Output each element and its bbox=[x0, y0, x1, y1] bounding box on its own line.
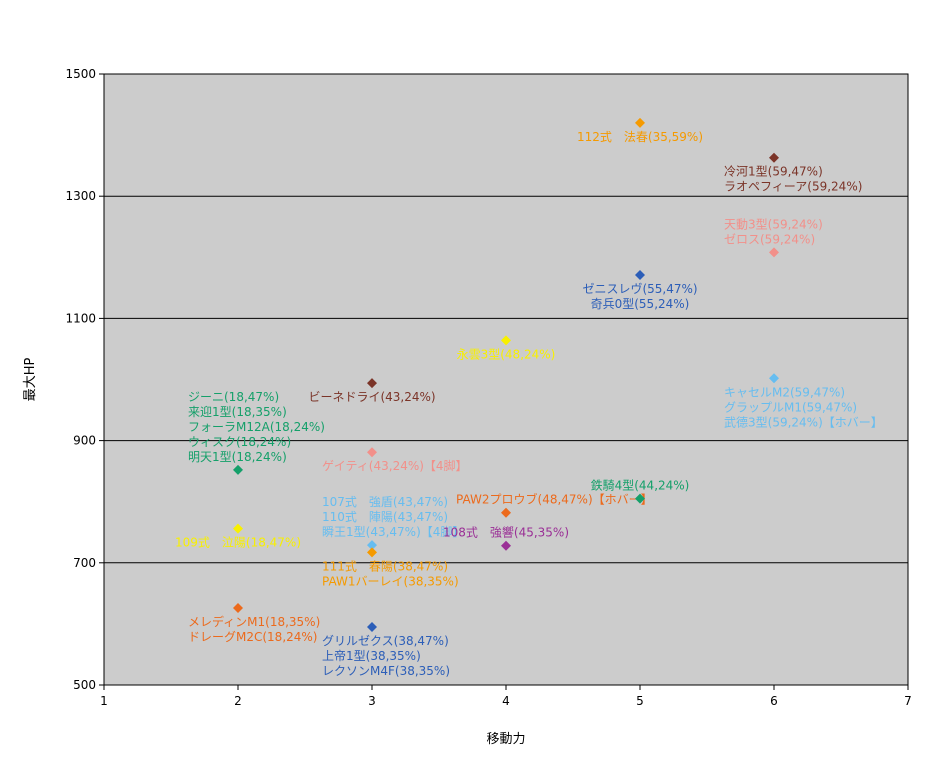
point-label: 108式 強響(45,35%) bbox=[443, 525, 569, 540]
point-label: 107式 強盾(43,47%) bbox=[322, 495, 448, 509]
data-point bbox=[769, 247, 779, 258]
point-label: レクソンM4F(38,35%) bbox=[322, 664, 450, 678]
point-label: ゲイティ(43,24%)【4脚】 bbox=[322, 458, 468, 473]
point-label: グラップルM1(59,47%) bbox=[724, 400, 857, 414]
point-label: ウィスク(18,24%) bbox=[188, 435, 291, 449]
y-tick-label: 1500 bbox=[65, 67, 96, 81]
plot-border bbox=[103, 73, 909, 686]
point-label: ゼニスレヴ(55,47%) bbox=[582, 281, 697, 296]
point-label: グリルゼクス(38,47%) bbox=[322, 634, 449, 648]
data-point bbox=[233, 603, 243, 614]
point-label: 鉄騎4型(44,24%) bbox=[591, 478, 690, 493]
y-tick-label: 700 bbox=[73, 556, 96, 570]
data-point bbox=[367, 621, 377, 632]
point-label: 来迎1型(18,35%) bbox=[188, 405, 287, 419]
y-tick-label: 900 bbox=[73, 434, 96, 448]
point-label: ラオペフィーア(59,24%) bbox=[724, 180, 862, 194]
point-label: 110式 陣陽(43,47%) bbox=[322, 510, 448, 524]
point-label: PAW1バーレイ(38,35%) bbox=[322, 574, 459, 588]
point-label: ビーネドライ(43,24%) bbox=[308, 390, 435, 404]
x-tick-label: 5 bbox=[636, 694, 644, 708]
y-axis-title: 最大HP bbox=[23, 358, 38, 402]
point-label: 武德3型(59,24%)【ホバー】 bbox=[724, 414, 883, 429]
x-tick-label: 4 bbox=[502, 694, 510, 708]
point-label: 上帝1型(38,35%) bbox=[322, 648, 421, 663]
point-label: 112式 法春(35,59%) bbox=[577, 130, 703, 144]
point-label: ドレーグM2C(18,24%) bbox=[188, 630, 318, 644]
point-label: PAW2プロウブ(48,47%)【ホバー】 bbox=[456, 492, 653, 507]
data-point bbox=[635, 493, 645, 504]
point-label: 永雲3型(48,24%) bbox=[457, 347, 556, 361]
axes: 500 700 900 1100 1300 1500 1 2 3 4 5 6 7 bbox=[65, 67, 911, 708]
data-point bbox=[367, 378, 377, 389]
y-tick-label: 1300 bbox=[65, 189, 96, 203]
x-tick-label: 7 bbox=[904, 694, 912, 708]
point-label: ゼロス(59,24%) bbox=[724, 232, 815, 246]
data-point bbox=[501, 540, 511, 551]
data-point bbox=[501, 335, 511, 346]
data-point bbox=[769, 152, 779, 163]
data-points bbox=[233, 117, 779, 632]
point-label: メレディンM1(18,35%) bbox=[188, 614, 320, 629]
point-label: 天動3型(59,24%) bbox=[724, 217, 823, 231]
point-label: 奇兵0型(55,24%) bbox=[591, 297, 690, 311]
data-point bbox=[635, 117, 645, 128]
point-label: キャセルM2(59,47%) bbox=[724, 385, 845, 399]
point-label: ジーニ(18,47%) bbox=[188, 390, 279, 404]
point-label: 瞬王1型(43,47%)【4脚】 bbox=[322, 524, 464, 539]
data-point bbox=[367, 447, 377, 458]
y-tick-label: 1100 bbox=[65, 311, 96, 325]
data-point bbox=[635, 270, 645, 281]
point-label: 冷河1型(59,47%) bbox=[724, 165, 823, 179]
data-point bbox=[501, 507, 511, 518]
data-point bbox=[233, 464, 243, 475]
point-label: フォーラM12A(18,24%) bbox=[188, 420, 325, 434]
data-point bbox=[233, 523, 243, 534]
data-point bbox=[367, 540, 377, 551]
point-label: 109式 泣陽(18,47%) bbox=[175, 535, 301, 550]
data-point bbox=[367, 547, 377, 558]
x-tick-label: 1 bbox=[100, 694, 108, 708]
x-axis-title: 移動力 bbox=[486, 732, 525, 747]
x-tick-label: 3 bbox=[368, 694, 376, 708]
x-tick-label: 6 bbox=[770, 694, 778, 708]
point-label: 111式 春陽(38,47%) bbox=[322, 559, 448, 573]
point-label: 明天1型(18,24%) bbox=[188, 450, 287, 464]
point-labels: 112式 法春(35,59%) 冷河1型(59,47%)ラオペフィーア(59,24… bbox=[175, 130, 883, 678]
data-point bbox=[769, 373, 779, 384]
y-tick-label: 500 bbox=[73, 678, 96, 692]
x-tick-label: 2 bbox=[234, 694, 242, 708]
